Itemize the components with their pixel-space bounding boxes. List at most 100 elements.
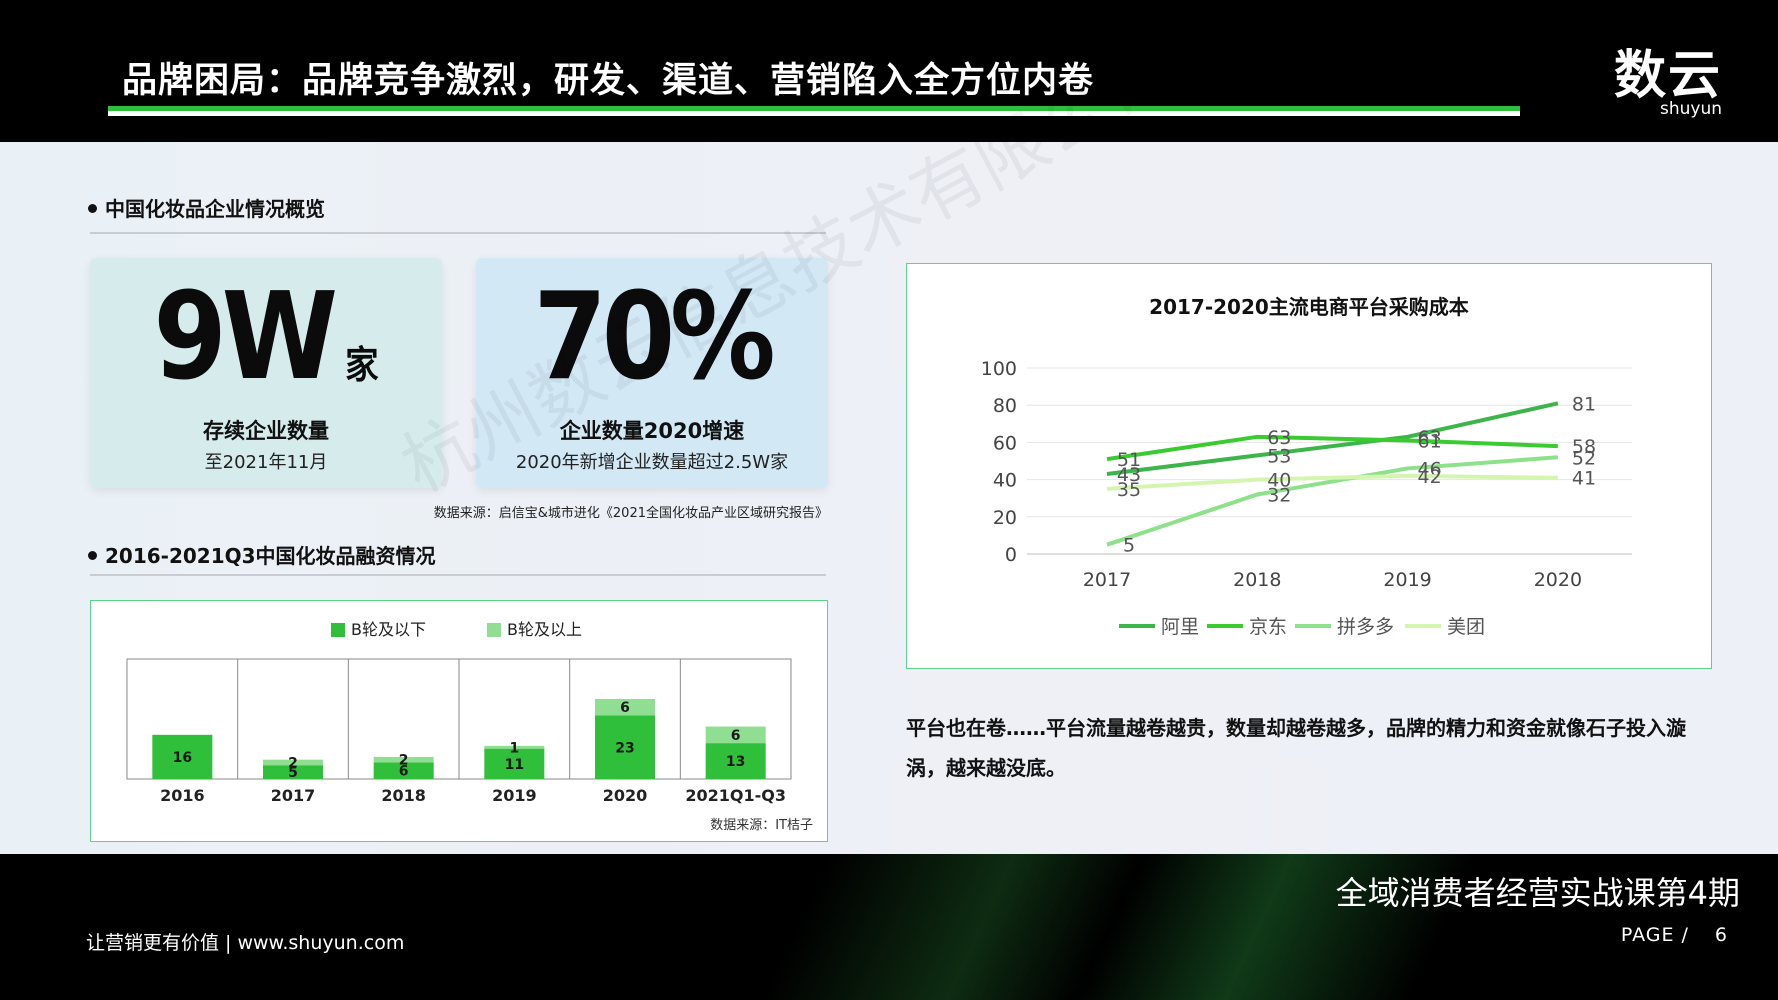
data-label: 63 xyxy=(1267,427,1291,449)
y-tick-label: 80 xyxy=(993,395,1017,417)
logo-text: 数云 xyxy=(1613,46,1722,106)
x-tick-label: 2021Q1-Q3 xyxy=(685,786,786,805)
x-tick-label: 2020 xyxy=(1534,569,1582,591)
y-tick-label: 60 xyxy=(993,432,1017,454)
x-tick-label: 2019 xyxy=(492,786,537,805)
bar-segment xyxy=(484,748,545,779)
stat-label: 企业数量2020增速 xyxy=(559,419,745,443)
bar-value-label: 2 xyxy=(288,755,298,771)
stat-unit: 家 xyxy=(345,343,379,387)
bar-segment xyxy=(263,765,323,779)
series-line xyxy=(1106,434,1558,462)
source-note: 数据来源：启信宝&城市进化《2021全国化妆品产业区域研究报告》 xyxy=(433,506,828,521)
bar-segment xyxy=(705,726,766,744)
bar-segment xyxy=(152,734,213,779)
section-heading-financing: 2016-2021Q3中国化妆品融资情况 xyxy=(88,540,436,569)
x-tick-label: 2019 xyxy=(1383,569,1431,591)
data-label: 52 xyxy=(1572,447,1596,469)
legend-label: B轮及以下 xyxy=(351,620,426,639)
commentary-text: 平台也在卷……平台流量越卷越贵，数量却越卷越多，品牌的精力和资金就像石子投入漩涡… xyxy=(906,716,1686,780)
bar-segment xyxy=(595,715,655,779)
y-tick-label: 20 xyxy=(993,507,1017,529)
series-line xyxy=(1106,455,1559,547)
bar-segment xyxy=(373,756,434,763)
y-tick-label: 0 xyxy=(1005,544,1017,566)
header-bar: 品牌困局：品牌竞争激烈，研发、渠道、营销陷入全方位内卷 数云 shuyun xyxy=(0,0,1778,142)
title-underline xyxy=(108,106,1520,116)
section-heading-text: 2016-2021Q3中国化妆品融资情况 xyxy=(105,544,436,568)
y-tick-label: 40 xyxy=(993,470,1017,492)
bar-value-label: 6 xyxy=(399,764,409,780)
data-label: 58 xyxy=(1572,436,1596,458)
stat-card-companies: 9W 家 存续企业数量 至2021年11月 xyxy=(90,258,442,488)
series-line xyxy=(1106,401,1559,477)
bar-value-label: 23 xyxy=(615,740,634,756)
footer-bar xyxy=(0,854,1778,1000)
x-tick-label: 2016 xyxy=(160,786,205,805)
bar-value-label: 16 xyxy=(173,750,192,766)
data-label: 5 xyxy=(1123,535,1135,557)
financing-bar-chart: B轮及以下 B轮及以上162016522017622018111201923620… xyxy=(126,620,813,833)
bar-value-label: 5 xyxy=(288,765,298,781)
stat-value: 9W 家 xyxy=(111,278,421,425)
x-tick-label: 2018 xyxy=(1233,569,1281,591)
bar-value-label: 13 xyxy=(726,754,745,770)
data-label: 81 xyxy=(1572,393,1596,415)
page-title: 品牌困局：品牌竞争激烈，研发、渠道、营销陷入全方位内卷 xyxy=(122,61,1095,101)
bar-value-label: 11 xyxy=(505,757,524,773)
bar-segment xyxy=(705,743,766,779)
line-chart-box: 2017-2020主流电商平台采购成本 0 20 40 60 80 100 2017 2018 2… xyxy=(906,263,1712,669)
legend-label: 拼多多 xyxy=(1337,616,1394,638)
data-label: 42 xyxy=(1418,466,1442,488)
data-label: 40 xyxy=(1267,470,1291,492)
series-line xyxy=(1106,473,1558,491)
data-label: 61 xyxy=(1418,431,1442,453)
stat-label: 存续企业数量 xyxy=(203,419,329,443)
legend-label: B轮及以上 xyxy=(507,620,582,639)
page-indicator: PAGE / 6 xyxy=(1621,924,1728,946)
bar-segment xyxy=(484,745,545,749)
footer-slogan: 让营销更有价值 | www.shuyun.com xyxy=(86,932,405,954)
divider xyxy=(90,232,826,234)
bar-value-label: 6 xyxy=(731,728,741,744)
x-tick-label: 2020 xyxy=(603,786,648,805)
stat-number: 9W xyxy=(153,268,338,407)
legend-label: 阿里 xyxy=(1161,616,1199,638)
data-label: 51 xyxy=(1117,449,1141,471)
legend-swatch xyxy=(331,623,345,637)
bar-chart-box: B轮及以下 B轮及以上 16 2016 5 2 2017 6 2 2018 11 1 2019 23 6 20… xyxy=(90,600,828,842)
legend-label: 京东 xyxy=(1249,616,1287,638)
legend-swatch xyxy=(487,623,501,637)
stat-sublabel: 至2021年11月 xyxy=(204,452,328,473)
page-label: PAGE / xyxy=(1620,924,1689,946)
bullet-icon xyxy=(88,204,97,213)
logo-subtext: shuyun xyxy=(1659,99,1722,119)
data-label: 35 xyxy=(1117,479,1141,501)
course-title: 全域消费者经营实战课第4期 xyxy=(1335,874,1740,912)
brand-logo: 数云 shuyun xyxy=(1614,50,1722,118)
section-heading-text: 中国化妆品企业情况概览 xyxy=(105,197,325,221)
data-label: 41 xyxy=(1572,468,1596,490)
source-note: 数据来源：IT桔子 xyxy=(710,818,813,833)
bar-segment xyxy=(263,759,323,766)
x-tick-label: 2018 xyxy=(381,786,426,805)
stat-value: 70% xyxy=(533,268,776,407)
bar-value-label: 1 xyxy=(509,740,519,756)
chart-title: 2017-2020主流电商平台采购成本 xyxy=(1149,295,1469,319)
legend-label: 美团 xyxy=(1447,616,1485,638)
bar-segment xyxy=(373,762,434,779)
bar-segment xyxy=(595,698,655,716)
section-heading-overview: 中国化妆品企业情况概览 xyxy=(88,193,325,222)
data-label: 32 xyxy=(1267,484,1291,506)
stat-sublabel: 2020年新增企业数量超过2.5W家 xyxy=(515,452,789,473)
data-label: 43 xyxy=(1117,464,1141,486)
page-number: 6 xyxy=(1714,924,1728,946)
x-tick-label: 2017 xyxy=(271,786,316,805)
data-label: 53 xyxy=(1267,445,1291,467)
purchase-cost-line-chart: 2017-2020主流电商平台采购成本 0 20 40 60 80 100 2017 2018 2… xyxy=(981,295,1632,638)
bar-value-label: 2 xyxy=(399,753,409,769)
divider xyxy=(90,574,826,576)
y-tick-label: 100 xyxy=(981,358,1017,380)
bullet-icon xyxy=(88,551,97,560)
x-tick-label: 2017 xyxy=(1083,569,1131,591)
